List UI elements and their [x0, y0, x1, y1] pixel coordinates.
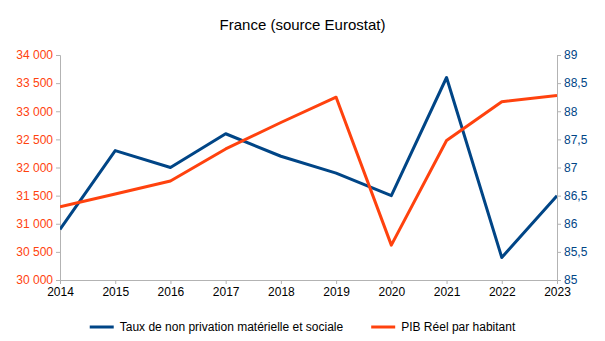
tick-mark [391, 280, 392, 284]
tick-label: 85 [564, 273, 578, 287]
tick: 2016 [158, 280, 185, 299]
tick-mark [557, 224, 561, 225]
tick-mark [56, 139, 60, 140]
legend-item: PIB Réel par habitant [371, 320, 516, 334]
tick: 2021 [434, 280, 461, 299]
tick: 2018 [268, 280, 295, 299]
lines [60, 78, 557, 258]
tick-mark [56, 224, 60, 225]
legend-swatch [371, 326, 395, 329]
tick-mark [56, 252, 60, 253]
tick-label: 31 500 [16, 189, 53, 203]
tick-label: 33 000 [16, 105, 53, 119]
tick-label: 2021 [434, 285, 461, 299]
tick: 33 500 [16, 76, 60, 90]
tick: 32 500 [16, 133, 60, 147]
tick: 2017 [213, 280, 240, 299]
tick-label: 88,5 [564, 76, 588, 90]
legend-swatch [90, 326, 114, 329]
tick-label: 30 500 [16, 245, 53, 259]
tick: 32 000 [16, 161, 60, 175]
tick: 87,5 [557, 133, 588, 147]
tick-label: 2019 [323, 285, 350, 299]
tick-label: 30 000 [16, 273, 53, 287]
tick: 31 500 [16, 189, 60, 203]
tick-mark [557, 280, 561, 281]
tick-mark [557, 252, 561, 253]
tick-mark [226, 280, 227, 284]
tick: 2015 [102, 280, 129, 299]
tick: 89 [557, 48, 578, 62]
tick-label: 31 000 [16, 217, 53, 231]
tick-label: 87 [564, 161, 578, 175]
tick-label: 2016 [158, 285, 185, 299]
tick-mark [557, 196, 561, 197]
tick-mark [336, 280, 337, 284]
tick-mark [56, 83, 60, 84]
y-axis: 30 000 30 500 31 000 31 500 32 000 32 500 33 0… [16, 48, 60, 287]
y2-axis: 85 85,5 86 86,5 87 87,5 88 88,5 89 [557, 48, 588, 287]
title: France (source Eurostat) [220, 16, 386, 33]
tick-mark [56, 55, 60, 56]
axis-line [558, 56, 562, 281]
tick-label: 85,5 [564, 245, 588, 259]
tick-mark [557, 83, 561, 84]
x-axis: 2014201520162017201820192020202120222023 [47, 280, 571, 299]
tick: 31 000 [16, 217, 60, 231]
tick-mark [56, 111, 60, 112]
legend-label: Taux de non privation matérielle et soci… [120, 320, 344, 334]
tick-label: 89 [564, 48, 578, 62]
tick: 30 000 [16, 273, 60, 287]
legend-label: PIB Réel par habitant [401, 320, 516, 334]
tick: 86 [557, 217, 578, 231]
tick-mark [502, 280, 503, 284]
axis-line [56, 56, 61, 281]
tick: 85 [557, 273, 578, 287]
tick: 2022 [489, 280, 516, 299]
tick: 2019 [323, 280, 350, 299]
tick-mark [557, 139, 561, 140]
tick-label: 2022 [489, 285, 516, 299]
tick-mark [557, 168, 561, 169]
tick-label: 87,5 [564, 133, 588, 147]
series-line [60, 96, 557, 246]
tick-label: 33 500 [16, 76, 53, 90]
tick-label: 2020 [378, 285, 405, 299]
tick-mark [170, 280, 171, 284]
tick-label: 2017 [213, 285, 240, 299]
tick: 88 [557, 105, 578, 119]
plot: 2014201520162017201820192020202120222023… [16, 48, 587, 298]
tick: 87 [557, 161, 578, 175]
tick: 86,5 [557, 189, 588, 203]
tick: 85,5 [557, 245, 588, 259]
tick-mark [56, 196, 60, 197]
tick-mark [56, 280, 60, 281]
tick-label: 32 000 [16, 161, 53, 175]
tick-label: 32 500 [16, 133, 53, 147]
tick-label: 86,5 [564, 189, 588, 203]
tick: 30 500 [16, 245, 60, 259]
tick-mark [281, 280, 282, 284]
tick-mark [447, 280, 448, 284]
tick-mark [557, 55, 561, 56]
tick-label: 86 [564, 217, 578, 231]
chart: France (source Eurostat)2014201520162017… [0, 0, 605, 341]
tick-mark [557, 111, 561, 112]
tick-mark [56, 168, 60, 169]
tick: 33 000 [16, 105, 60, 119]
tick-label: 2018 [268, 285, 295, 299]
axis-line [61, 281, 558, 285]
tick-mark [115, 280, 116, 284]
tick: 2020 [378, 280, 405, 299]
tick: 34 000 [16, 48, 60, 62]
tick-label: 2015 [102, 285, 129, 299]
legend: Taux de non privation matérielle et soci… [90, 320, 516, 334]
tick-label: 34 000 [16, 48, 53, 62]
series-line [60, 78, 557, 258]
tick-label: 88 [564, 105, 578, 119]
legend-item: Taux de non privation matérielle et soci… [90, 320, 344, 334]
tick: 88,5 [557, 76, 588, 90]
